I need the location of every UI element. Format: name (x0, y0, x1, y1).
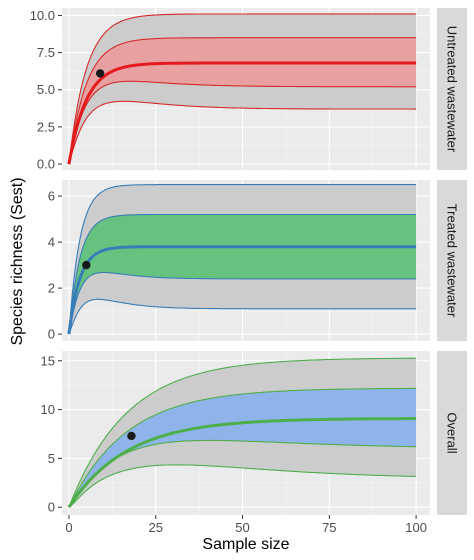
strip-label: Treated wastewater (445, 204, 460, 318)
y-tick-label: 0 (48, 500, 55, 515)
x-tick-label: 50 (235, 520, 249, 535)
strip-label: Overall (445, 412, 460, 453)
observed-point (82, 260, 91, 270)
panel-3: 0 5 10 15 Overall (41, 351, 467, 515)
inner-ci-band (68, 37, 417, 165)
x-axis-title: Sample size (202, 536, 289, 553)
outer-lower-line (68, 100, 417, 165)
strip-background (437, 180, 467, 341)
outer-lower-line (68, 298, 417, 335)
panel-1: 0.0 2.5 5.0 7.5 10.0 Untreated wastewater (30, 8, 467, 172)
outer-upper-line (68, 357, 417, 508)
outer-upper-line (68, 184, 417, 335)
inner-ci-band (68, 214, 417, 335)
x-tick-label: 75 (322, 520, 336, 535)
y-tick-label: 2 (48, 281, 55, 296)
outer-upper-line (68, 13, 417, 165)
y-tick-label: 10.0 (30, 8, 55, 23)
plot-area (67, 357, 417, 509)
y-tick-label: 6 (48, 189, 55, 204)
inner-lower-line (68, 439, 417, 508)
y-axis-title: Species richness (Sest) (9, 177, 26, 345)
outer-lower-line (68, 464, 417, 508)
x-tick-label: 25 (149, 520, 163, 535)
inner-upper-line (68, 387, 417, 508)
panel-2: 0 2 4 6 Treated wastewater (48, 180, 467, 342)
y-tick-label: 5.0 (37, 82, 55, 97)
y-tick-label: 7.5 (37, 45, 55, 60)
y-tick-label: 10 (41, 402, 55, 417)
plot-area (67, 184, 417, 335)
x-tick-label: 0 (65, 520, 72, 535)
inner-lower-line (68, 80, 417, 165)
x-tick-label: 100 (405, 520, 427, 535)
y-tick-label: 5 (48, 451, 55, 466)
y-tick-label: 15 (41, 353, 55, 368)
inner-lower-line (68, 271, 417, 335)
y-tick-label: 2.5 (37, 119, 55, 134)
y-tick-label: 0.0 (37, 157, 55, 172)
plot-area (67, 13, 417, 165)
strip-background (437, 8, 467, 170)
strip-background (437, 351, 467, 515)
mean-line (67, 417, 417, 509)
y-tick-label: 4 (48, 235, 55, 250)
mean-line (67, 61, 417, 165)
observed-point (95, 69, 105, 78)
strip-label: Untreated wastewater (445, 26, 460, 153)
y-tick-label: 0 (48, 327, 55, 342)
mean-line (67, 245, 417, 335)
inner-upper-line (68, 213, 417, 335)
observed-point (127, 431, 136, 441)
inner-upper-line (68, 37, 417, 165)
